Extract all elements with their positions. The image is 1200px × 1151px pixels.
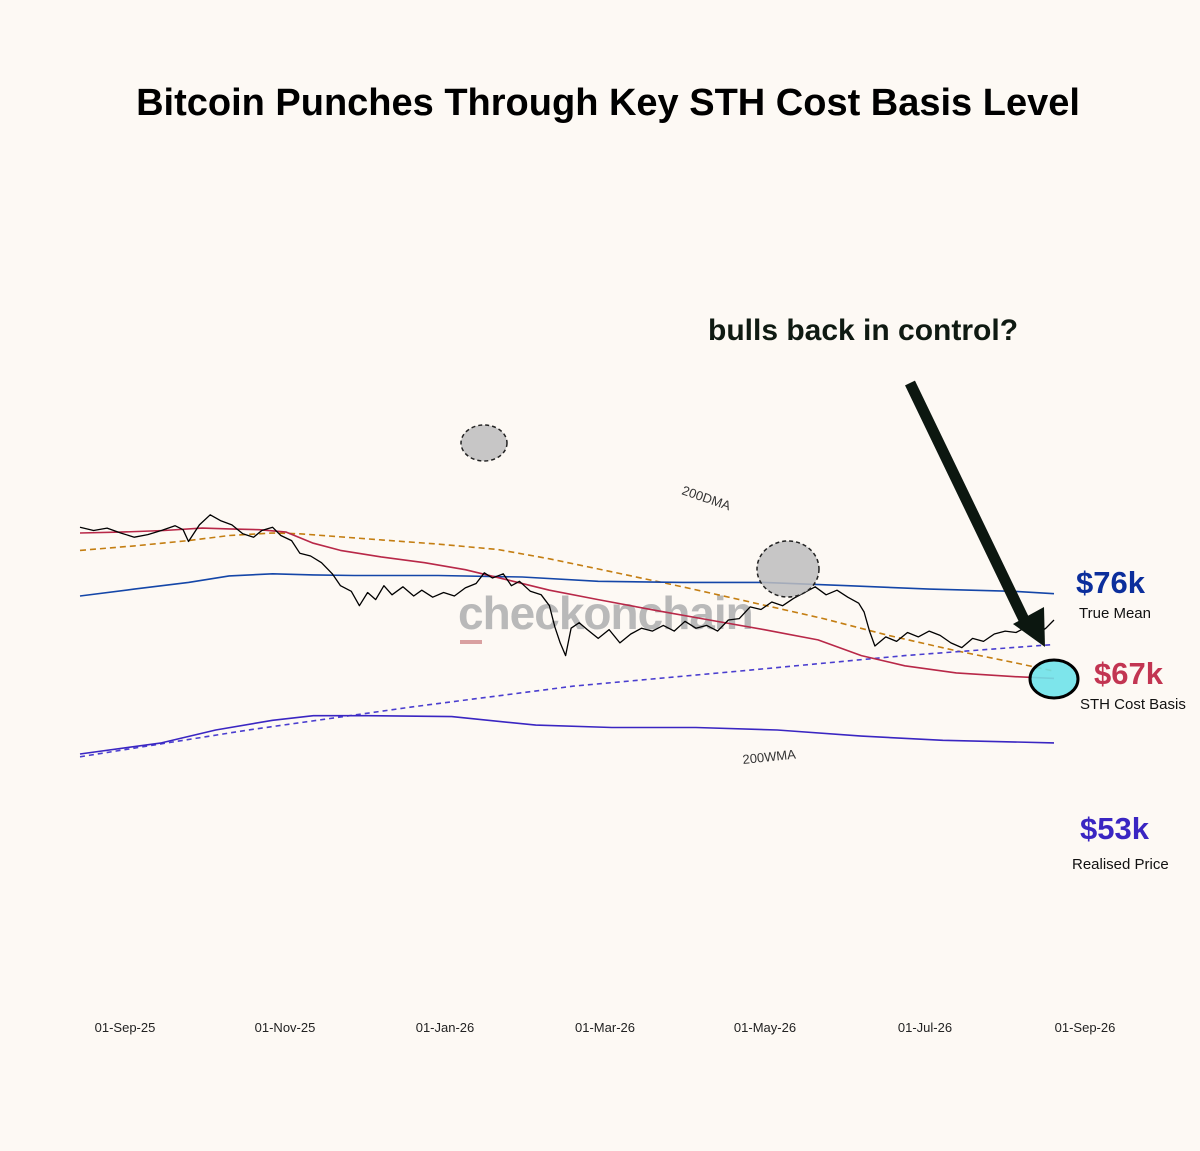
watermark-underline [460,640,482,644]
series-wma [79,643,1055,758]
x-tick-label: 01-Jan-26 [416,1020,475,1035]
series-sth [79,527,1055,680]
highlight-circle-jan [460,424,508,462]
chart-title: Bitcoin Punches Through Key STH Cost Bas… [136,82,1080,124]
realised-price-label: Realised Price [1072,856,1169,873]
realised-price-value: $53k [1080,811,1149,846]
series-realised [79,714,1055,755]
dma-line-label: 200DMA [680,483,733,514]
x-tick-label: 01-Sep-25 [95,1020,156,1035]
true-mean-value: $76k [1076,565,1145,600]
series-true-mean [79,572,1055,597]
true-mean-label: True Mean [1079,605,1151,622]
watermark: checkonchain [458,587,754,639]
annotation-text: bulls back in control? [708,314,1019,347]
x-tick-label: 01-Mar-26 [575,1020,635,1035]
x-tick-label: 01-May-26 [734,1020,796,1035]
x-tick-label: 01-Nov-25 [255,1020,316,1035]
series-price [79,514,1055,657]
series-layer [79,514,1055,758]
highlight-circle-may [756,540,820,598]
highlight-circle-current [1028,658,1080,700]
sth-cost-basis-label: STH Cost Basis [1080,696,1186,713]
x-tick-label: 01-Jul-26 [898,1020,952,1035]
wma-line-label: 200WMA [742,746,797,767]
x-tick-label: 01-Sep-26 [1055,1020,1116,1035]
sth-cost-basis-value: $67k [1094,656,1163,691]
arrow-head [1013,607,1045,647]
x-axis: 01-Sep-25 01-Nov-25 01-Jan-26 01-Mar-26 01-M… [95,1020,1116,1035]
arrow-shaft [905,380,1033,631]
